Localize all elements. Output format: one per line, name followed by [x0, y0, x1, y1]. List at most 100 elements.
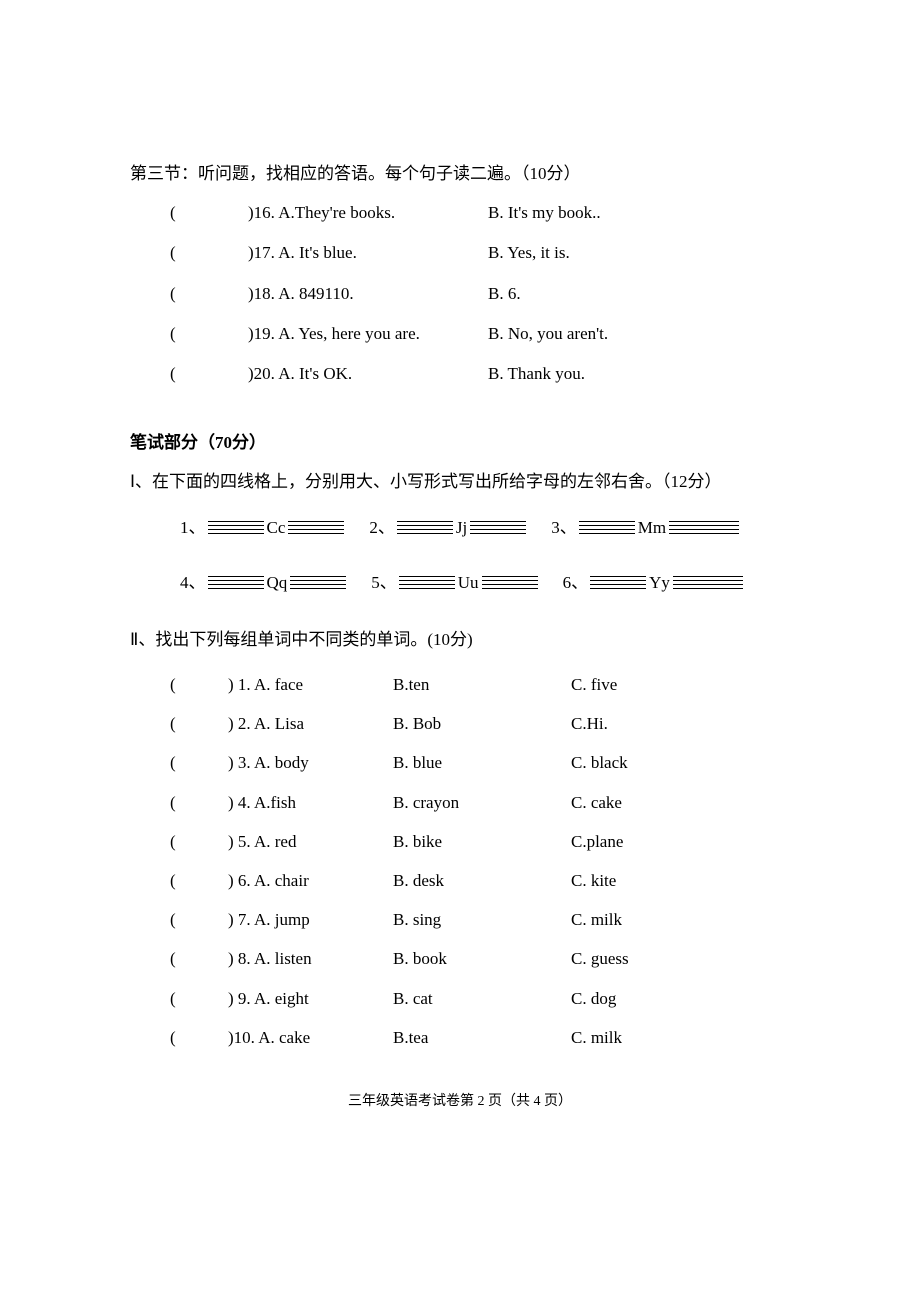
four-line-blank[interactable] [208, 576, 264, 589]
option-c: C. black [571, 749, 628, 776]
given-letter: Cc [267, 514, 286, 541]
q2-question-row: () 7. A. jumpB. singC. milk [130, 906, 790, 933]
letter-item: 3、 Mm [551, 514, 739, 541]
section3-question-row: ()16. A.They're books.B. It's my book.. [130, 199, 790, 226]
answer-blank[interactable]: ( [170, 280, 248, 307]
answer-blank[interactable]: ( [170, 320, 248, 347]
item-number: 5、 [371, 569, 397, 596]
option-b: B. cat [393, 985, 571, 1012]
option-b: B. desk [393, 867, 571, 894]
option-a: ) 5. A. red [228, 828, 393, 855]
q2-question-row: () 1. A. faceB.tenC. five [130, 671, 790, 698]
option-a: ) 8. A. listen [228, 945, 393, 972]
given-letter: Yy [649, 569, 670, 596]
answer-blank[interactable]: ( [170, 671, 228, 698]
item-number: 3、 [551, 514, 577, 541]
q2-question-row: () 2. A. LisaB. BobC.Hi. [130, 710, 790, 737]
q2-question-row: () 8. A. listenB. bookC. guess [130, 945, 790, 972]
answer-blank[interactable]: ( [170, 867, 228, 894]
q1-instruction: Ⅰ、在下面的四线格上，分别用大、小写形式写出所给字母的左邻右舍。（12分） [130, 468, 790, 495]
four-line-blank[interactable] [590, 576, 646, 589]
section3-question-row: ()19. A. Yes, here you are.B. No, you ar… [130, 320, 790, 347]
answer-blank[interactable]: ( [170, 828, 228, 855]
option-b: B.ten [393, 671, 571, 698]
option-b: B. No, you aren't. [488, 320, 608, 347]
letter-item: 4、 Qq [180, 569, 346, 596]
four-line-blank[interactable] [288, 521, 344, 534]
item-number: 1、 [180, 514, 206, 541]
answer-blank[interactable]: ( [170, 360, 248, 387]
q2-question-row: () 5. A. redB. bikeC.plane [130, 828, 790, 855]
option-c: C. cake [571, 789, 622, 816]
four-line-blank[interactable] [673, 576, 743, 589]
four-line-blank[interactable] [669, 521, 739, 534]
answer-blank[interactable]: ( [170, 710, 228, 737]
option-b: B. book [393, 945, 571, 972]
option-c: C. milk [571, 1024, 622, 1051]
item-number: 2、 [369, 514, 395, 541]
option-b: B. Yes, it is. [488, 239, 570, 266]
option-b: B. crayon [393, 789, 571, 816]
given-letter: Mm [638, 514, 666, 541]
option-b: B. sing [393, 906, 571, 933]
four-line-blank[interactable] [482, 576, 538, 589]
four-line-blank[interactable] [397, 521, 453, 534]
given-letter: Qq [267, 569, 288, 596]
answer-blank[interactable]: ( [170, 985, 228, 1012]
page-footer: 三年级英语考试卷第 2 页（共 4 页） [130, 1091, 790, 1113]
letter-grid: 1、 Cc 2、 Jj 3、 Mm 4、 Qq 5、 Uu 6、Yy [130, 514, 790, 596]
option-b: B. blue [393, 749, 571, 776]
option-a: ) 1. A. face [228, 671, 393, 698]
answer-blank[interactable]: ( [170, 199, 248, 226]
option-a: ) 9. A. eight [228, 985, 393, 1012]
answer-blank[interactable]: ( [170, 1024, 228, 1051]
answer-blank[interactable]: ( [170, 749, 228, 776]
option-a: )20. A. It's OK. [248, 360, 488, 387]
section3-question-row: ()20. A. It's OK.B. Thank you. [130, 360, 790, 387]
option-b: B. It's my book.. [488, 199, 601, 226]
section3-question-row: ()17. A. It's blue. B. Yes, it is. [130, 239, 790, 266]
option-c: C. milk [571, 906, 622, 933]
answer-blank[interactable]: ( [170, 945, 228, 972]
section3-question-row: ()18. A. 849110.B. 6. [130, 280, 790, 307]
option-b: B. Thank you. [488, 360, 585, 387]
answer-blank[interactable]: ( [170, 789, 228, 816]
q2-instruction: Ⅱ、找出下列每组单词中不同类的单词。(10分) [130, 626, 790, 653]
q2-question-row: () 6. A. chairB. deskC. kite [130, 867, 790, 894]
option-c: C. five [571, 671, 617, 698]
option-a: ) 7. A. jump [228, 906, 393, 933]
option-b: B.tea [393, 1024, 571, 1051]
written-title: 笔试部分（70分） [130, 429, 790, 456]
letter-item: 6、Yy [563, 569, 743, 596]
item-number: 4、 [180, 569, 206, 596]
answer-blank[interactable]: ( [170, 906, 228, 933]
option-c: C. kite [571, 867, 616, 894]
letter-item: 5、 Uu [371, 569, 537, 596]
option-b: B. Bob [393, 710, 571, 737]
option-c: C.plane [571, 828, 623, 855]
given-letter: Uu [458, 569, 479, 596]
option-a: )10. A. cake [228, 1024, 393, 1051]
q2-question-row: ()10. A. cakeB.teaC. milk [130, 1024, 790, 1051]
option-b: B. bike [393, 828, 571, 855]
four-line-blank[interactable] [290, 576, 346, 589]
four-line-blank[interactable] [470, 521, 526, 534]
letter-item: 1、 Cc [180, 514, 344, 541]
option-b: B. 6. [488, 280, 521, 307]
option-c: C. guess [571, 945, 629, 972]
four-line-blank[interactable] [579, 521, 635, 534]
letter-item: 2、 Jj [369, 514, 526, 541]
given-letter: Jj [456, 514, 467, 541]
four-line-blank[interactable] [208, 521, 264, 534]
four-line-blank[interactable] [399, 576, 455, 589]
option-a: ) 3. A. body [228, 749, 393, 776]
option-a: )19. A. Yes, here you are. [248, 320, 488, 347]
q2-question-row: () 9. A. eightB. catC. dog [130, 985, 790, 1012]
option-a: ) 4. A.fish [228, 789, 393, 816]
answer-blank[interactable]: ( [170, 239, 248, 266]
section3-title: 第三节：听问题，找相应的答语。每个句子读二遍。（10分） [130, 160, 790, 187]
option-a: ) 6. A. chair [228, 867, 393, 894]
q2-question-row: () 4. A.fishB. crayonC. cake [130, 789, 790, 816]
option-c: C. dog [571, 985, 616, 1012]
option-a: )16. A.They're books. [248, 199, 488, 226]
